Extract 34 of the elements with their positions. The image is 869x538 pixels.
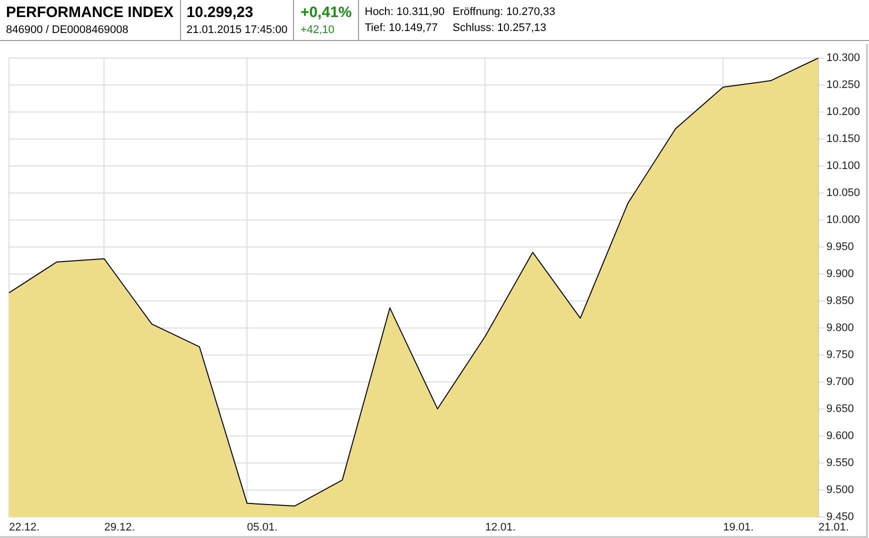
y-tick-label: 9.750: [826, 348, 854, 361]
y-tick-label: 9.650: [826, 402, 854, 415]
text: 846900 / DE0008469008: [6, 24, 130, 36]
y-tick-label: 10.150: [826, 132, 860, 145]
text: 10.299,23: [186, 4, 254, 21]
text: 21.01.2015 17:45:00: [186, 24, 288, 36]
y-tick-label: 9.800: [826, 322, 854, 334]
y-tick-label: 10.300: [826, 52, 860, 64]
y-tick-label: 10.100: [826, 160, 860, 172]
y-tick-label: 9.700: [826, 376, 854, 388]
text: Eröffnung: 10.270,33: [452, 6, 556, 18]
y-tick-label: 10.000: [826, 214, 860, 226]
x-tick-label: 29.12.: [104, 521, 135, 534]
y-tick-label: 9.950: [826, 240, 854, 253]
x-tick-label: 12.01.: [485, 521, 516, 534]
y-tick-label: 9.500: [826, 484, 854, 496]
y-tick-label: 10.050: [826, 186, 860, 199]
x-tick-label: 21.01.: [818, 521, 849, 534]
y-tick-label: 10.200: [826, 106, 860, 118]
x-tick-label: 22.12.: [9, 521, 40, 534]
y-tick-label: 9.450: [826, 510, 854, 523]
y-tick-label: 9.900: [826, 268, 854, 280]
text: Hoch: 10.311,90: [364, 6, 445, 18]
text: Schluss: 10.257,13: [452, 22, 548, 34]
x-tick-label: 05.01.: [247, 521, 278, 534]
y-tick-label: 10.250: [826, 79, 860, 92]
x-tick-label: 19.01.: [723, 521, 754, 534]
text: Tief: 10.149,77: [364, 22, 439, 34]
y-tick-label: 9.600: [826, 430, 854, 442]
text: +0,41%: [300, 4, 352, 21]
y-tick-label: 9.550: [826, 456, 854, 469]
y-tick-label: 9.850: [826, 294, 854, 307]
text: +42,10: [300, 24, 336, 36]
chart-title: PERFORMANCE INDEX: [6, 4, 174, 21]
